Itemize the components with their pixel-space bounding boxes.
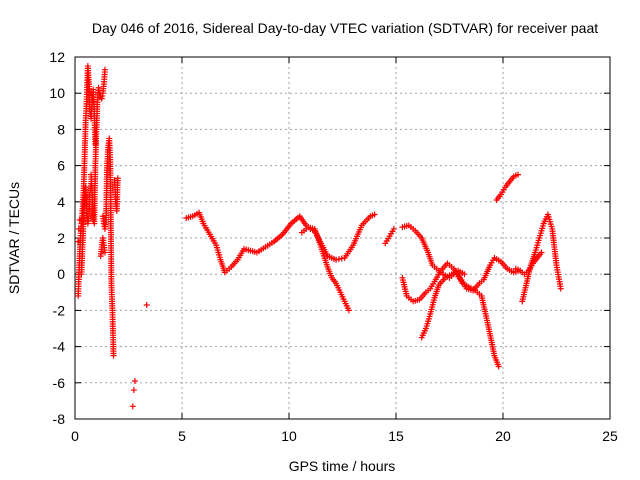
grid (75, 57, 610, 419)
data-point (101, 249, 108, 256)
x-tick-label: 15 (388, 428, 404, 444)
x-tick-label: 20 (495, 428, 511, 444)
data-point (114, 175, 121, 182)
data-point (495, 363, 502, 370)
data-point (143, 301, 150, 308)
data-point (75, 238, 82, 245)
y-tick-label: 6 (57, 158, 65, 174)
data-point (557, 285, 564, 292)
data-point (129, 403, 136, 410)
x-tick-label: 5 (178, 428, 186, 444)
data-point (110, 352, 117, 359)
data-point (335, 256, 342, 263)
data-point (338, 255, 345, 262)
data-point (75, 225, 82, 232)
y-tick-label: 8 (57, 121, 65, 137)
y-tick-label: -2 (53, 302, 66, 318)
x-tick-label: 0 (71, 428, 79, 444)
data-point (130, 387, 137, 394)
data-point (538, 249, 545, 256)
data-point (371, 211, 378, 218)
x-tick-label: 10 (281, 428, 297, 444)
data-point (461, 271, 468, 278)
y-tick-label: 4 (57, 194, 65, 210)
chart-title: Day 046 of 2016, Sidereal Day-to-day VTE… (92, 20, 598, 36)
y-tick-label: 2 (57, 230, 65, 246)
axis-ticks (74, 56, 611, 420)
data-point (390, 225, 397, 232)
x-tick-label: 25 (602, 428, 618, 444)
data-point (101, 66, 108, 73)
y-axis-label: SDTVAR / TECUs (6, 182, 22, 294)
axis-tick-labels: 0 5 10 15 20 25 -8 -6 -4 -2 0 2 4 6 8 10 12 (49, 49, 618, 444)
y-tick-label: -4 (53, 339, 66, 355)
y-tick-label: -6 (53, 375, 66, 391)
data-point (514, 171, 521, 178)
x-axis-label: GPS time / hours (289, 458, 396, 474)
data-point (76, 216, 83, 223)
data-point (345, 307, 352, 314)
y-tick-label: -8 (53, 411, 66, 427)
y-tick-label: 10 (49, 85, 65, 101)
y-tick-label: 12 (49, 49, 65, 65)
data-point (90, 216, 97, 223)
data-points (75, 63, 564, 410)
y-tick-label: 0 (57, 266, 65, 282)
data-point (131, 377, 138, 384)
data-point (333, 256, 340, 263)
